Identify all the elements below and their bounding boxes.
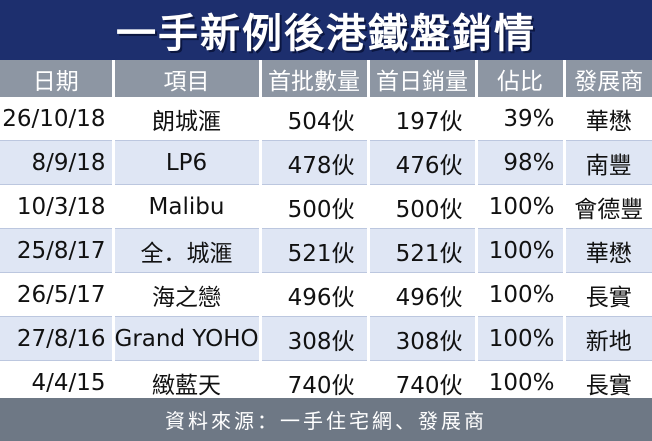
cell-first-batch: 496伙 [260, 272, 370, 317]
cell-ratio: 39% [476, 97, 566, 141]
table-row: 8/9/18 LP6 478伙 476伙 98% 南豐 [0, 140, 652, 185]
cell-project: LP6 [113, 140, 262, 185]
cell-ratio: 100% [476, 316, 566, 361]
header-project: 項目 [113, 60, 262, 97]
cell-ratio: 100% [476, 272, 566, 317]
cell-developer: 華懋 [564, 228, 652, 273]
cell-developer: 南豐 [564, 140, 652, 185]
cell-developer: 長實 [564, 272, 652, 317]
source-bar: 資料來源：一手住宅網、發展商 [0, 398, 652, 441]
cell-developer: 長實 [564, 360, 652, 405]
header-date: 日期 [0, 60, 115, 97]
header-first-batch: 首批數量 [260, 60, 370, 97]
table-row: 10/3/18 Malibu 500伙 500伙 100% 會德豐 [0, 184, 652, 229]
cell-ratio: 98% [476, 140, 566, 185]
cell-date: 10/3/18 [0, 184, 115, 229]
table-row: 26/10/18 朗城滙 504伙 197伙 39% 華懋 [0, 97, 652, 141]
cell-date: 26/5/17 [0, 272, 115, 317]
title: 一手新例後港鐵盤銷情 [116, 11, 536, 57]
source-note: 資料來源：一手住宅網、發展商 [165, 409, 487, 433]
header-ratio: 佔比 [476, 60, 566, 97]
table-row: 25/8/17 全．城滙 521伙 521伙 100% 華懋 [0, 228, 652, 273]
cell-project: 緻藍天 [113, 360, 262, 405]
cell-date: 25/8/17 [0, 228, 115, 273]
cell-first-batch: 478伙 [260, 140, 370, 185]
cell-date: 8/9/18 [0, 140, 115, 185]
cell-first-day-sales: 496伙 [368, 272, 478, 317]
cell-project: Malibu [113, 184, 262, 229]
cell-developer: 華懋 [564, 97, 652, 141]
cell-date: 4/4/15 [0, 360, 115, 405]
cell-first-batch: 521伙 [260, 228, 370, 273]
cell-project: 海之戀 [113, 272, 262, 317]
cell-ratio: 100% [476, 228, 566, 273]
cell-date: 26/10/18 [0, 97, 115, 141]
cell-first-batch: 308伙 [260, 316, 370, 361]
table-row: 27/8/16 Grand YOHO 308伙 308伙 100% 新地 [0, 316, 652, 361]
header-row: 日期 項目 首批數量 首日銷量 佔比 發展商 [0, 60, 652, 97]
cell-developer: 新地 [564, 316, 652, 361]
cell-first-batch: 500伙 [260, 184, 370, 229]
cell-developer: 會德豐 [564, 184, 652, 229]
table-row: 26/5/17 海之戀 496伙 496伙 100% 長實 [0, 272, 652, 317]
sales-table: 日期 項目 首批數量 首日銷量 佔比 發展商 26/10/18 朗城滙 504伙… [0, 60, 652, 405]
cell-first-day-sales: 308伙 [368, 316, 478, 361]
header-developer: 發展商 [564, 60, 652, 97]
cell-project: 全．城滙 [113, 228, 262, 273]
cell-first-day-sales: 500伙 [368, 184, 478, 229]
cell-first-day-sales: 197伙 [368, 97, 478, 141]
header-first-day-sales: 首日銷量 [368, 60, 478, 97]
cell-project: Grand YOHO [113, 316, 262, 361]
cell-date: 27/8/16 [0, 316, 115, 361]
cell-first-batch: 504伙 [260, 97, 370, 141]
cell-ratio: 100% [476, 360, 566, 405]
cell-first-day-sales: 740伙 [368, 360, 478, 405]
cell-first-day-sales: 521伙 [368, 228, 478, 273]
title-bar: 一手新例後港鐵盤銷情 [0, 0, 652, 60]
cell-project: 朗城滙 [113, 97, 262, 141]
cell-ratio: 100% [476, 184, 566, 229]
cell-first-day-sales: 476伙 [368, 140, 478, 185]
